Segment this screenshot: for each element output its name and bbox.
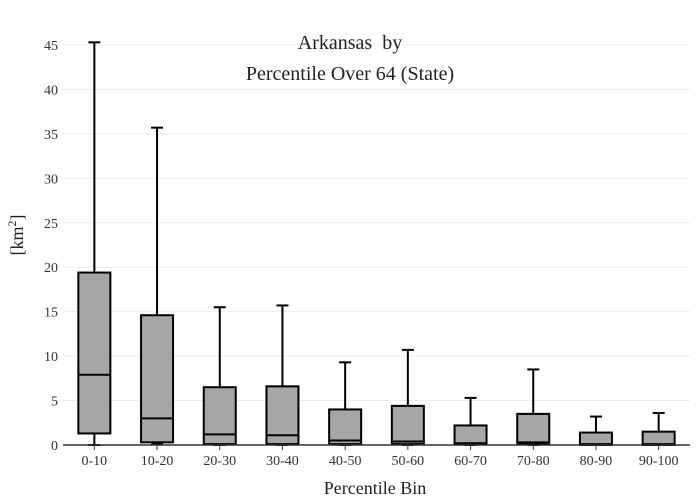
y-tick-label: 35 <box>44 128 58 143</box>
x-axis-ticks: 0-10 10-20 20-30 30-40 40-50 50-60 60-70 70-80 8… <box>82 445 679 469</box>
y-axis-title: [km2] <box>5 215 27 256</box>
box-70-80 <box>516 368 551 446</box>
box-30-40 <box>265 304 300 446</box>
iqr-box <box>390 404 425 446</box>
chart-title-line2: Percentile Over 64 (State) <box>246 63 454 85</box>
chart-title-line1: Arkansas by <box>298 32 402 54</box>
y-tick-label: 15 <box>44 306 58 321</box>
iqr-box <box>328 408 363 446</box>
y-tick-label: 20 <box>44 261 58 276</box>
y-tick-label: 45 <box>44 39 58 54</box>
y-tick-label: 5 <box>51 395 58 410</box>
y-tick-label: 25 <box>44 217 58 232</box>
x-tick-label: 10-20 <box>141 454 174 469</box>
x-tick-label: 50-60 <box>392 454 425 469</box>
box-50-60 <box>390 348 425 446</box>
box-series <box>77 41 676 446</box>
x-tick-label: 80-90 <box>580 454 613 469</box>
box-20-30 <box>202 306 237 446</box>
iqr-box <box>140 314 175 444</box>
y-tick-label: 30 <box>44 172 58 187</box>
x-axis-title: Percentile Bin <box>324 478 426 498</box>
x-tick-label: 30-40 <box>266 454 299 469</box>
x-tick-label: 40-50 <box>329 454 362 469</box>
box-80-90 <box>578 415 613 446</box>
y-tick-label: 10 <box>44 350 58 365</box>
iqr-box <box>516 412 551 446</box>
x-tick-label: 0-10 <box>82 454 108 469</box>
x-tick-label: 60-70 <box>454 454 487 469</box>
y-tick-label: 0 <box>51 439 58 454</box>
x-tick-label: 90-100 <box>639 454 679 469</box>
y-axis-title-superscript: 2 <box>5 221 19 227</box>
iqr-box <box>77 271 112 435</box>
box-90-100 <box>641 412 676 446</box>
iqr-box <box>202 386 237 446</box>
box-60-70 <box>453 396 488 446</box>
x-tick-label: 70-80 <box>517 454 550 469</box>
iqr-box <box>453 424 488 446</box>
x-tick-label: 20-30 <box>203 454 236 469</box>
box-10-20 <box>140 126 175 446</box>
box-0-10 <box>77 41 112 446</box>
iqr-box <box>641 430 676 446</box>
box-40-50 <box>328 361 363 446</box>
y-tick-label: 40 <box>44 83 58 98</box>
y-axis-title-base: [km <box>7 227 27 256</box>
y-axis-ticks: 0 5 10 15 20 25 30 35 40 45 <box>44 39 58 454</box>
y-axis-title-close: ] <box>7 215 27 221</box>
